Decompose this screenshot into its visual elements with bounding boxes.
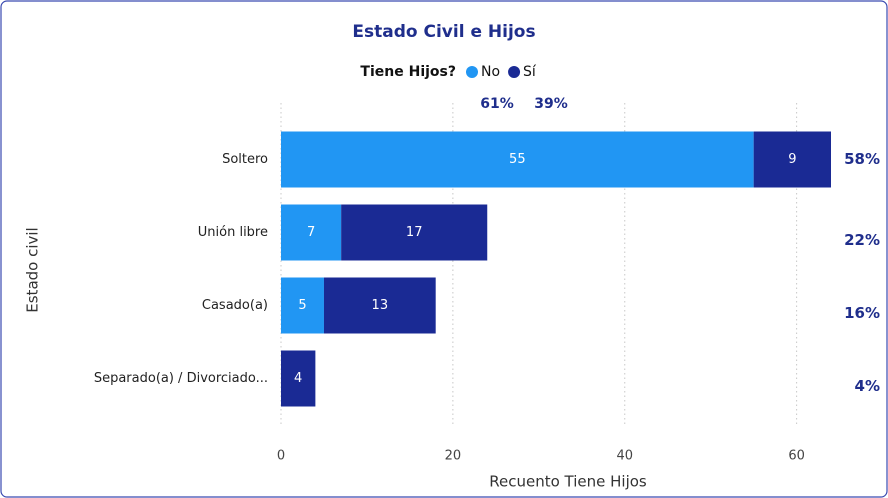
bar-segment [281, 277, 324, 334]
row-percent: 58% [844, 150, 880, 168]
y-tick-label: Soltero [222, 152, 268, 167]
legend-title: Tiene Hijos? [360, 64, 456, 80]
chart-title: Estado Civil e Hijos [352, 22, 535, 42]
data-label: 4 [294, 371, 302, 386]
data-label: 13 [372, 298, 389, 313]
row-percent: 16% [844, 304, 880, 322]
data-label: 9 [788, 152, 796, 167]
bar-segment [341, 204, 488, 261]
legend-swatch [508, 66, 521, 78]
bar-segment [323, 277, 436, 334]
data-label: 55 [509, 152, 526, 167]
x-tick-label: 60 [788, 449, 805, 464]
series-share: 39% [534, 96, 568, 112]
y-tick-label: Separado(a) / Divorciado... [94, 371, 268, 386]
y-tick-label: Unión libre [198, 225, 268, 240]
x-axis-title: Recuento Tiene Hijos [489, 473, 647, 491]
legend-swatch [466, 66, 478, 78]
bar-segment [281, 131, 754, 188]
series-share: 61% [480, 96, 514, 112]
data-label: 17 [406, 225, 423, 240]
x-tick-label: 20 [445, 449, 462, 464]
row-percent: 22% [844, 231, 880, 249]
bar-segment [753, 131, 831, 188]
legend-label: No [481, 64, 500, 80]
data-label: 5 [298, 298, 306, 313]
row-percent: 4% [855, 377, 880, 395]
bar-segment [281, 204, 342, 261]
x-tick-label: 0 [277, 449, 285, 464]
y-axis-title: Estado civil [24, 227, 42, 312]
data-label: 7 [307, 225, 315, 240]
legend-label: Sí [523, 64, 537, 80]
bar-segment [281, 350, 316, 407]
x-tick-label: 40 [616, 449, 633, 464]
y-tick-label: Casado(a) [202, 298, 268, 313]
